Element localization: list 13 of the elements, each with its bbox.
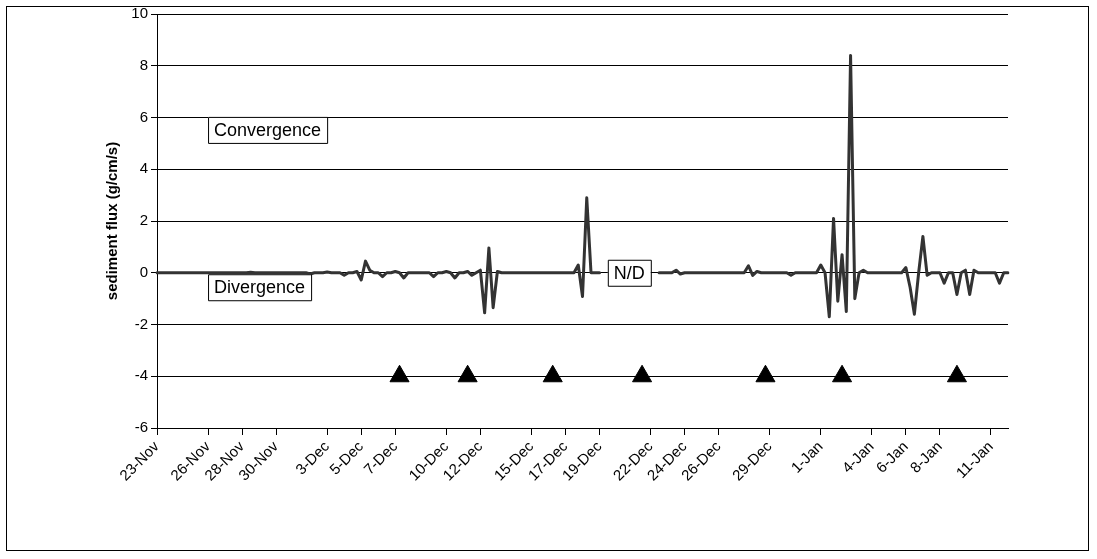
y-axis-title: sediment flux (g/cm/s) bbox=[103, 141, 121, 301]
y-tick-label: 0 bbox=[139, 262, 148, 280]
annotation: N/D bbox=[613, 262, 645, 283]
y-tick-label: 2 bbox=[139, 211, 148, 229]
y-tick-label: -4 bbox=[134, 366, 148, 384]
y-tick-label: -2 bbox=[134, 314, 148, 332]
y-tick-label: -6 bbox=[134, 418, 148, 436]
y-tick-label: 6 bbox=[139, 107, 148, 125]
annotation: Divergence bbox=[214, 277, 306, 298]
y-tick-label: 4 bbox=[139, 159, 148, 177]
annotation: Convergence bbox=[214, 119, 322, 140]
y-tick-label: 8 bbox=[139, 55, 148, 73]
y-tick-label: 10 bbox=[131, 4, 148, 22]
